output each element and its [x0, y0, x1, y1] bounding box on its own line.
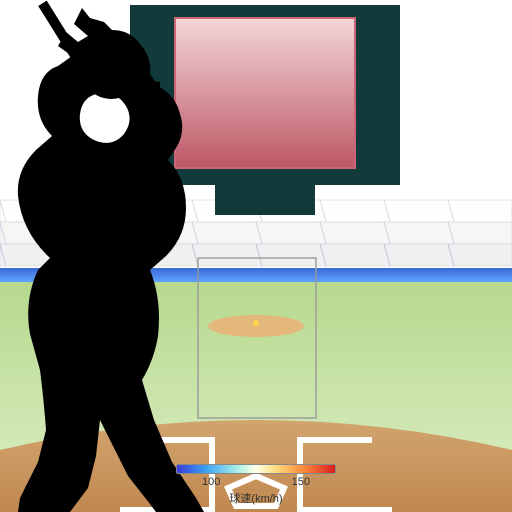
speed-legend: 100 150 球速(km/h) — [176, 464, 336, 506]
legend-axis-label: 球速(km/h) — [176, 490, 336, 506]
legend-tick: 100 — [202, 476, 220, 488]
legend-tick: 150 — [292, 476, 310, 488]
legend-gradient-bar — [176, 464, 336, 474]
pitch-chart-scene — [0, 0, 512, 512]
legend-ticks: 100 150 — [176, 476, 336, 490]
